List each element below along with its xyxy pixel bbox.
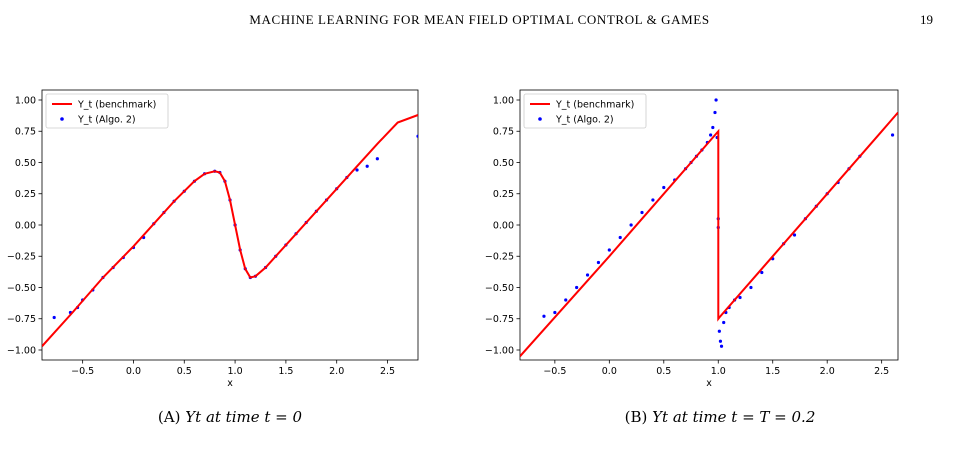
plot-frame — [41, 89, 419, 361]
x-tick-label: 2.5 — [874, 366, 889, 377]
legend: Y_t (benchmark) Y_t (Algo. 2) — [45, 93, 169, 129]
x-tick-label: 1.5 — [278, 366, 293, 377]
scatter-point — [416, 134, 418, 138]
scatter-point — [717, 329, 721, 333]
x-tick-label: 0.5 — [177, 366, 192, 377]
y-tick-label: 0.50 — [15, 158, 36, 169]
legend-box — [523, 93, 647, 129]
x-tick-label: 0.0 — [126, 366, 141, 377]
x-tick-label: 1.0 — [711, 366, 726, 377]
scatter-point — [564, 298, 568, 302]
y-tick-label: −0.25 — [485, 252, 514, 263]
caption-text-b: Yt at time t = T = 0.2 — [652, 408, 816, 426]
x-tick-label: 2.0 — [820, 366, 835, 377]
y-tick-label: 0.75 — [15, 127, 36, 138]
y-tick-label: 0.25 — [493, 189, 514, 200]
scatter-point — [718, 339, 723, 343]
scatter-point — [711, 125, 715, 130]
x-tick-label: −0.5 — [543, 366, 566, 377]
scatter-point — [709, 133, 713, 137]
plot-frame — [519, 89, 899, 361]
y-tick-label: −0.75 — [485, 314, 514, 325]
scatter-point — [640, 210, 644, 215]
scatter-point — [607, 248, 611, 252]
plot-data — [42, 114, 418, 347]
scatter-point — [713, 110, 717, 115]
chart-b: −1.00−0.75−0.50−0.250.000.250.500.751.00… — [485, 89, 899, 389]
y-tick-label: 0.25 — [15, 189, 36, 200]
legend-benchmark-label: Y_t (benchmark) — [555, 100, 634, 111]
caption-label-b: (B) — [624, 408, 648, 426]
subfigure-caption-b: (B) Yt at time t = T = 0.2 — [560, 408, 880, 426]
legend-benchmark-label: Y_t (benchmark) — [77, 100, 156, 111]
scatter-point — [365, 164, 369, 168]
x-tick-label: 1.5 — [765, 366, 780, 377]
scatter-point — [629, 223, 633, 227]
scatter-point — [792, 233, 797, 237]
legend-algo-label: Y_t (Algo. 2) — [77, 115, 136, 126]
y-tick-label: 0.50 — [493, 158, 514, 169]
running-title: MACHINE LEARNING FOR MEAN FIELD OPTIMAL … — [249, 12, 710, 27]
y-tick-label: −1.00 — [485, 345, 514, 356]
plot-data — [520, 98, 898, 357]
y-tick-label: 0.00 — [15, 220, 36, 231]
scatter-point — [618, 235, 622, 240]
scatter-point — [585, 273, 590, 277]
subfigure-caption-a: (A) Yt at time t = 0 — [100, 408, 360, 426]
x-axis-label: x — [706, 378, 712, 389]
y-tick-label: −0.75 — [7, 314, 36, 325]
y-tick-label: −0.50 — [7, 283, 36, 294]
scatter-point — [738, 295, 742, 300]
scatter-point — [651, 198, 655, 202]
scatter-point — [722, 320, 726, 325]
figure-panel-a: −1.00 −0.75 −0.50 −0.25 0.00 0.25 0.50 0.75 1.00… — [0, 82, 440, 404]
scatter-point — [760, 270, 764, 275]
y-tick-label: 1.00 — [493, 95, 514, 106]
y-tick-label: −1.00 — [7, 345, 36, 356]
page-number: 19 — [920, 12, 933, 27]
scatter-point — [355, 168, 359, 172]
benchmark-line — [520, 111, 898, 357]
legend: Y_t (benchmark) Y_t (Algo. 2) — [523, 93, 647, 129]
scatter-point — [542, 314, 546, 318]
chart-a: −1.00−0.75−0.50−0.250.000.250.500.751.00… — [7, 89, 419, 389]
caption-label-a: (A) — [157, 408, 181, 426]
benchmark-line — [42, 114, 418, 347]
scatter-point — [719, 344, 724, 348]
legend-algo-label: Y_t (Algo. 2) — [555, 115, 614, 126]
legend-box — [45, 93, 169, 129]
legend-algo-swatch — [60, 117, 64, 121]
y-tick-label: 0.75 — [493, 127, 514, 138]
running-head: MACHINE LEARNING FOR MEAN FIELD OPTIMAL … — [0, 12, 959, 34]
scatter-point — [890, 133, 895, 137]
scatter-point — [596, 260, 601, 265]
y-tick-label: 1.00 — [15, 95, 36, 106]
caption-text-a: Yt at time t = 0 — [185, 408, 303, 426]
y-tick-label: −0.50 — [485, 283, 514, 294]
scatter-point — [749, 285, 753, 290]
scatter-point — [575, 285, 579, 290]
x-tick-label: 2.5 — [380, 366, 395, 377]
x-tick-label: 0.0 — [602, 366, 617, 377]
legend-algo-swatch — [538, 117, 542, 121]
y-tick-label: −0.25 — [7, 252, 36, 263]
x-tick-label: −0.5 — [71, 366, 94, 377]
x-tick-label: 1.0 — [228, 366, 243, 377]
x-tick-label: 0.5 — [656, 366, 671, 377]
figure-panel-b: −1.00 −0.75 −0.50 −0.25 0.00 0.25 0.50 0.75 1.00… — [478, 82, 918, 404]
x-tick-label: 2.0 — [329, 366, 344, 377]
scatter-point — [52, 315, 56, 320]
scatter-point — [714, 98, 718, 102]
x-axis-label: x — [227, 378, 233, 389]
scatter-point — [375, 157, 379, 161]
y-tick-label: 0.00 — [493, 220, 514, 231]
scatter-point — [662, 185, 666, 190]
scatter-point — [553, 310, 557, 315]
